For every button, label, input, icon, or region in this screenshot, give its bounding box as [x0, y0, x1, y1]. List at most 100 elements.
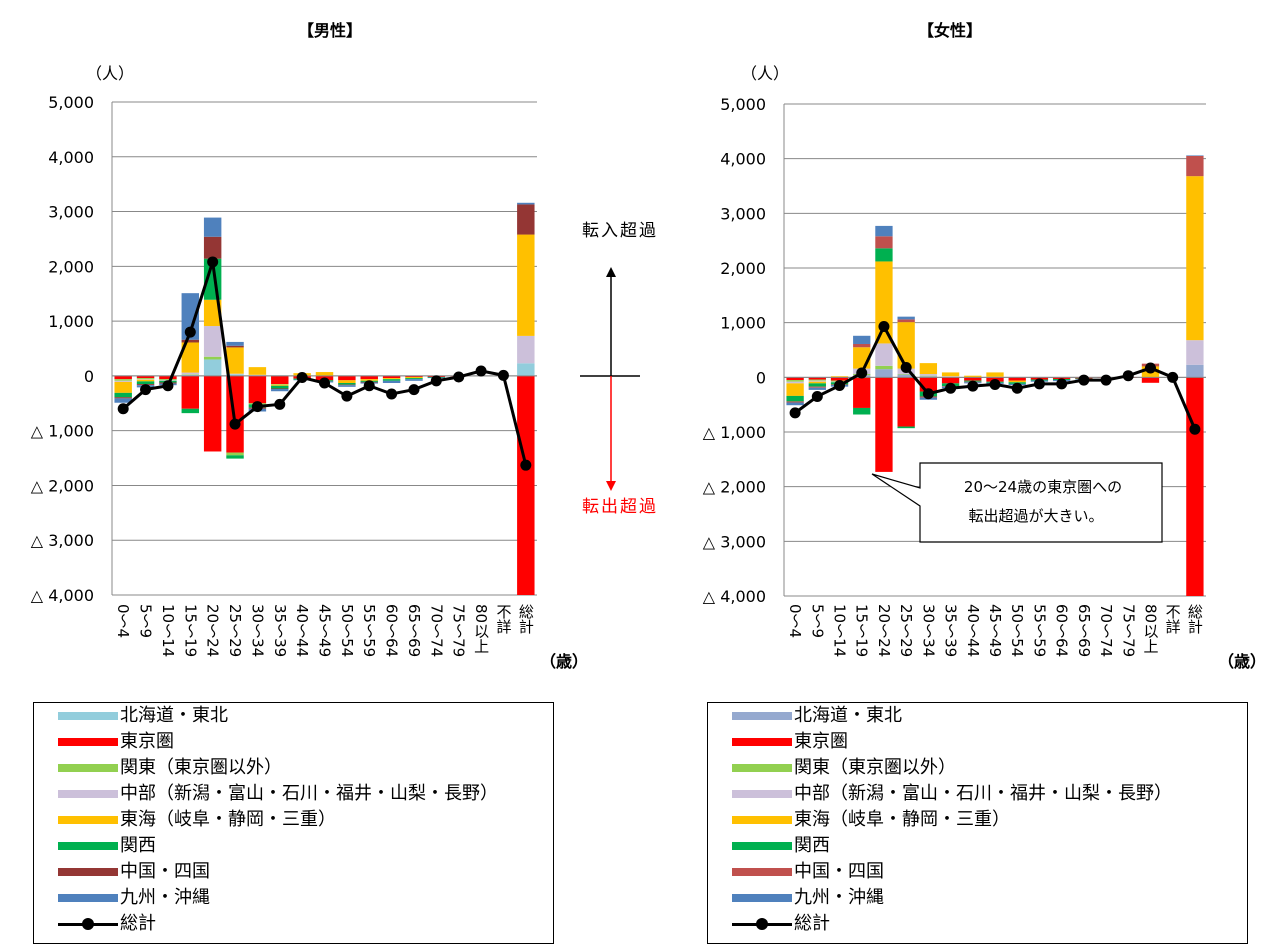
bar-segment: [203, 217, 222, 237]
bar-segment: [875, 225, 893, 237]
total-point: [453, 371, 465, 383]
chart-title: 【女性】: [918, 21, 982, 40]
x-axis-unit: （歳）: [540, 652, 588, 671]
legend-label: 東海（岐阜・静岡・三重）: [120, 809, 336, 830]
legend-marker: [82, 918, 94, 930]
bar-segment: [875, 236, 893, 249]
y-tick-label: 3,000: [48, 203, 94, 222]
legend-label: 総計: [794, 913, 830, 934]
bar-segment: [853, 407, 871, 415]
legend-label: 総計: [120, 913, 156, 934]
callout: 20～24歳の東京圏への 転出超過が大きい。: [871, 462, 1163, 543]
bar-segment: [114, 398, 132, 403]
bar-segment: [1186, 155, 1204, 156]
x-tick-label: 65～69: [405, 604, 423, 657]
bar-segment: [382, 380, 401, 384]
bar-segment: [382, 375, 401, 379]
legend-swatch: [732, 894, 792, 902]
x-tick-label: 25～29: [897, 604, 915, 657]
legend-label: 東海（岐阜・静岡・三重）: [794, 809, 1010, 830]
bar-segment: [181, 374, 200, 376]
x-tick-label: 総計: [1186, 604, 1204, 634]
total-point: [140, 384, 152, 396]
legend-swatch: [58, 712, 118, 720]
bar-segment: [203, 356, 222, 360]
bar-segment: [181, 374, 200, 375]
y-tick-label: 1,000: [720, 314, 766, 333]
bar-segment: [360, 375, 378, 380]
bar-segment: [1186, 377, 1204, 596]
y-tick-label: 2,000: [48, 257, 94, 276]
legend-label: 東京圏: [794, 731, 848, 752]
bar-segment: [875, 261, 893, 344]
y-tick-label: △ 3,000: [703, 532, 766, 551]
total-point: [408, 384, 420, 396]
bar-segment: [853, 377, 871, 408]
bar-segment: [203, 299, 222, 327]
y-tick-label: △ 2,000: [31, 476, 94, 495]
total-point: [1033, 378, 1045, 390]
x-tick-label: 80以上: [1141, 604, 1159, 653]
total-point: [363, 380, 375, 392]
total-point: [856, 367, 868, 379]
x-tick-label: 0～4: [114, 604, 132, 638]
bar-segment: [271, 375, 289, 385]
bar-segment: [786, 380, 804, 382]
bar-segment: [986, 372, 1004, 377]
bar-segment: [338, 383, 356, 385]
bar-segment: [919, 374, 938, 376]
bar-segment: [1008, 377, 1026, 381]
legend-swatch: [732, 816, 792, 824]
x-tick-label: 5～9: [808, 604, 826, 638]
legend-marker: [756, 918, 768, 930]
x-tick-label: 総計: [517, 604, 535, 634]
bar-segment: [226, 455, 244, 459]
bar-segment: [405, 375, 423, 377]
bar-segment: [405, 379, 423, 381]
bar-segment: [786, 377, 804, 381]
y-tick-label: 0: [84, 367, 94, 386]
bar-segment: [875, 369, 893, 378]
legend-label: 関西: [120, 835, 156, 856]
legend-swatch: [58, 790, 118, 798]
outflow-label: 転出超過: [582, 497, 658, 517]
x-tick-label: 45～49: [316, 604, 334, 657]
legend-label: 北海道・東北: [794, 705, 902, 726]
bar-segment: [338, 385, 356, 387]
total-point: [1011, 382, 1023, 394]
total-point: [922, 388, 934, 400]
bar-segment: [226, 452, 244, 456]
bar-segment: [271, 384, 289, 385]
x-tick-label: 70～74: [427, 604, 445, 657]
total-point: [229, 418, 241, 430]
bar-segment: [271, 385, 289, 389]
bar-segment: [808, 387, 826, 390]
bar-segment: [315, 372, 334, 376]
total-point: [497, 369, 509, 381]
legend-male: 北海道・東北 東京圏 関東（東京圏以外） 中部（新潟・富山・石川・福井・山梨・長野） 東…: [33, 702, 554, 944]
bar-segment: [1186, 364, 1204, 378]
x-tick-label: 15～19: [853, 604, 871, 657]
bar-segment: [786, 402, 804, 406]
legend-label: 東京圏: [120, 731, 174, 752]
y-tick-label: 1,000: [48, 312, 94, 331]
bar-segment: [271, 388, 289, 390]
bar-segment: [875, 343, 893, 366]
total-point: [1189, 423, 1201, 435]
total-point: [251, 401, 263, 413]
bar-segment: [808, 386, 826, 388]
female-chart: 【女性】 （人） （歳） 5,000 4,000 3,000 2,000 1,000 0 △ 1,…: [703, 21, 1266, 671]
legend-swatch: [732, 738, 792, 746]
bar-segment: [203, 326, 222, 357]
legend-swatch: [58, 738, 118, 746]
total-point: [878, 320, 890, 332]
y-tick-label: 2,000: [720, 259, 766, 278]
y-tick-label: 0: [756, 368, 766, 387]
bar-segment: [203, 375, 222, 452]
y-tick-label: △ 4,000: [703, 587, 766, 606]
bar-segment: [1186, 176, 1204, 341]
legend-swatch: [58, 842, 118, 850]
x-tick-label: 75～79: [1119, 604, 1137, 657]
total-point: [834, 380, 846, 392]
bar-segment: [964, 375, 982, 378]
